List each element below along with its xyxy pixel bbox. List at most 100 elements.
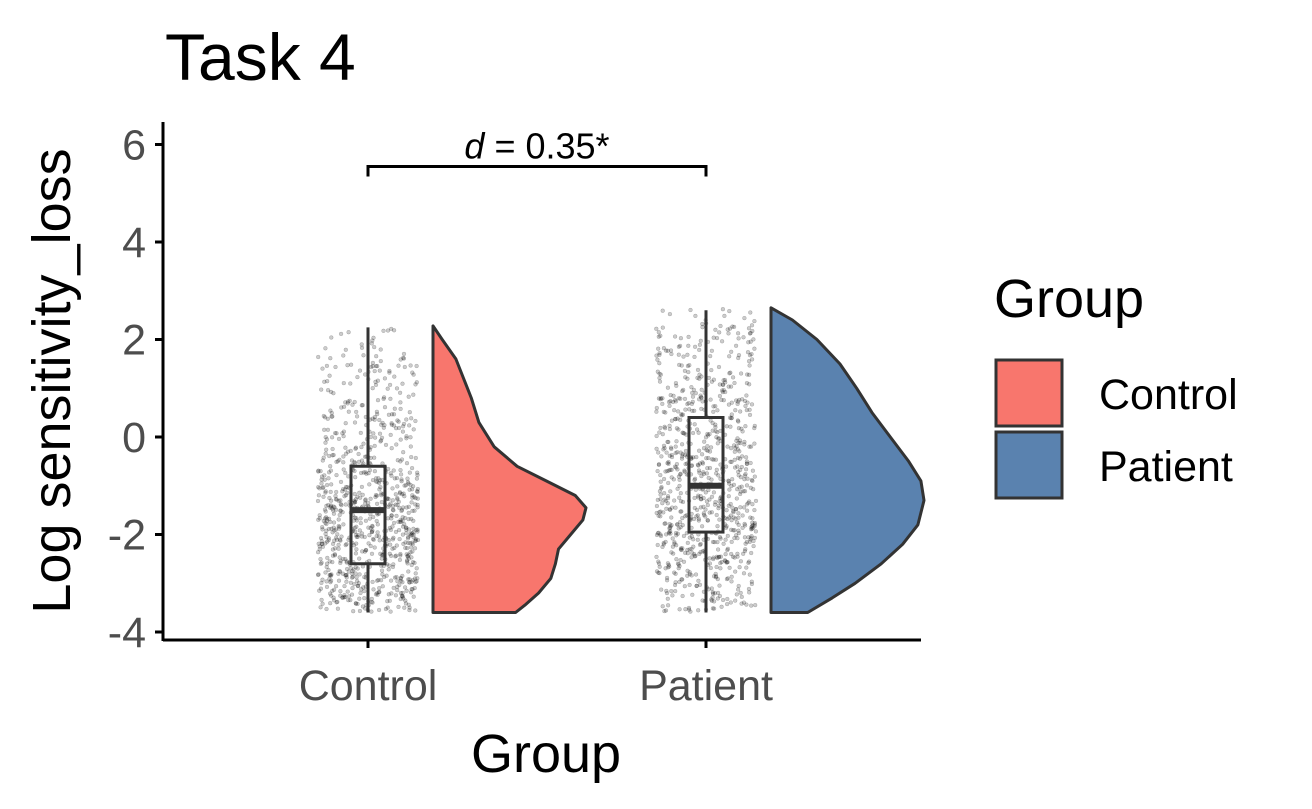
data-point (701, 512, 707, 518)
data-point (398, 517, 403, 523)
data-point (709, 457, 715, 462)
data-point (366, 471, 371, 476)
data-point (354, 409, 359, 415)
data-point (357, 556, 362, 561)
data-point (742, 442, 747, 447)
data-point (324, 534, 329, 540)
data-point (359, 444, 364, 450)
data-point (379, 435, 385, 440)
data-point (725, 560, 730, 565)
data-point (348, 362, 354, 367)
data-point (728, 501, 733, 507)
data-point (368, 543, 373, 549)
data-point (740, 513, 745, 518)
data-point (342, 583, 347, 589)
data-point (675, 522, 680, 527)
data-point (742, 473, 748, 478)
data-point (669, 351, 674, 357)
data-point (734, 444, 739, 449)
data-point (344, 575, 349, 580)
data-point (318, 535, 324, 541)
data-point (406, 504, 411, 509)
data-point (368, 496, 373, 501)
data-point (693, 313, 698, 319)
data-point (714, 467, 719, 472)
data-point (324, 518, 330, 523)
data-point (333, 493, 338, 499)
data-point (368, 526, 373, 531)
data-point (658, 497, 663, 502)
data-point (747, 590, 752, 595)
data-point (320, 577, 325, 582)
data-point (390, 498, 395, 503)
data-point (711, 606, 717, 611)
data-point (750, 526, 755, 531)
data-point (680, 499, 686, 505)
density-cloud (769, 306, 926, 614)
data-point (387, 563, 392, 568)
data-point (676, 396, 682, 401)
data-point (354, 533, 359, 538)
data-point (750, 478, 755, 484)
data-point (373, 494, 378, 500)
data-point (318, 468, 323, 474)
data-point (353, 565, 358, 570)
data-point (356, 532, 361, 538)
data-point (398, 575, 403, 581)
data-point (405, 554, 410, 559)
data-point (731, 515, 736, 520)
data-point (669, 446, 674, 452)
data-point (375, 411, 380, 417)
data-point (398, 472, 404, 477)
data-point (726, 479, 731, 484)
data-point (749, 603, 754, 608)
data-point (350, 402, 355, 407)
data-point (415, 527, 420, 532)
data-point (700, 598, 705, 603)
data-point (739, 454, 745, 459)
data-point (329, 335, 334, 340)
data-point (378, 347, 383, 352)
data-point (374, 518, 379, 524)
data-point (699, 406, 704, 412)
data-point (667, 423, 672, 428)
data-point (743, 547, 748, 552)
data-point (326, 567, 331, 573)
data-point (326, 536, 332, 541)
data-point (710, 428, 715, 433)
data-point (747, 499, 752, 504)
data-point (400, 573, 405, 579)
data-point (663, 608, 669, 613)
data-point (748, 460, 753, 466)
data-point (413, 538, 418, 544)
data-point (401, 596, 406, 601)
data-point (373, 592, 379, 597)
data-point (406, 556, 411, 561)
data-point (663, 566, 668, 571)
data-point (660, 604, 665, 609)
data-point (354, 578, 360, 584)
data-point (409, 454, 414, 460)
data-point (748, 515, 753, 520)
data-point (747, 539, 752, 545)
data-point (742, 477, 747, 482)
data-point (715, 555, 720, 561)
data-point (390, 524, 395, 529)
data-point (658, 509, 663, 514)
data-point (373, 379, 378, 384)
data-point (713, 457, 719, 462)
data-point (328, 601, 333, 606)
data-point (321, 485, 326, 490)
data-point (346, 409, 351, 414)
data-point (398, 459, 403, 464)
data-point (681, 559, 687, 564)
data-point (731, 528, 736, 533)
data-point (375, 590, 380, 596)
data-point (401, 450, 406, 455)
data-point (412, 508, 417, 513)
data-point (692, 505, 697, 511)
data-point (370, 528, 375, 533)
data-point (699, 524, 705, 529)
data-point (663, 521, 668, 526)
data-point (358, 520, 363, 526)
